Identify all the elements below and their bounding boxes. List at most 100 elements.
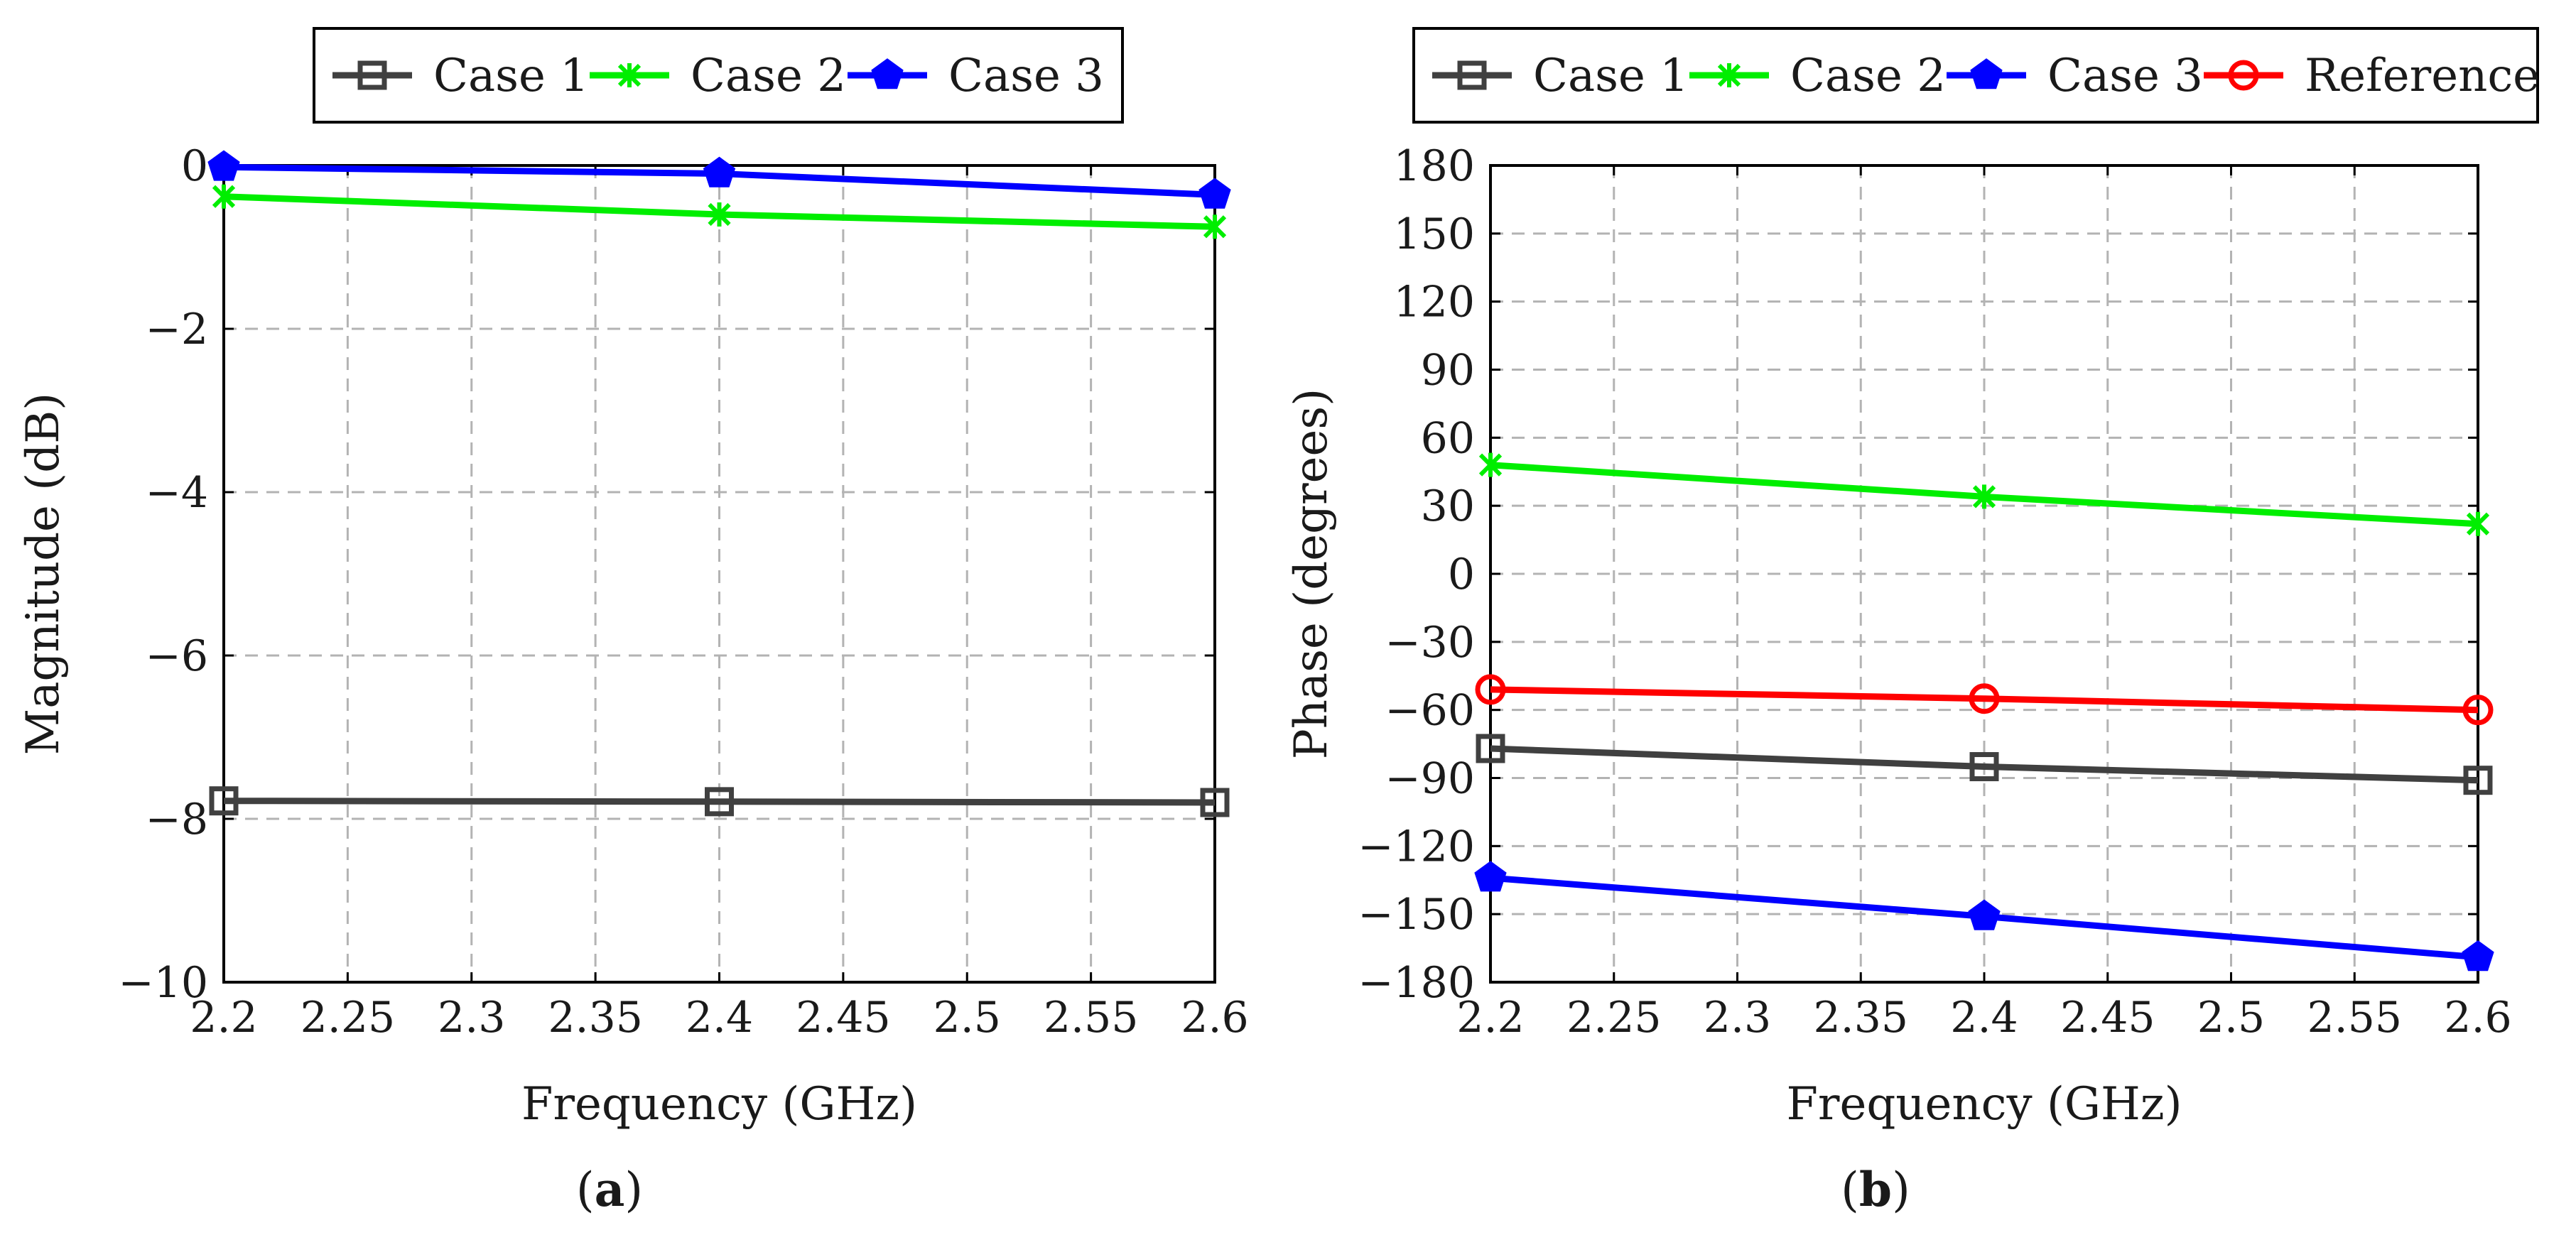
data-point-shape [207, 150, 240, 181]
data-point-shape [2462, 940, 2494, 972]
data-point [2466, 511, 2490, 536]
data-point [708, 202, 731, 227]
x-tick-label: 2.2 [190, 993, 257, 1043]
data-point [1474, 861, 1507, 892]
data-point-shape [1972, 484, 1996, 509]
data-point-shape [2462, 695, 2494, 726]
data-point [1203, 214, 1227, 239]
data-point [1475, 674, 1506, 705]
panel-caption: (b) [1841, 1162, 1910, 1217]
x-tick-label: 2.5 [933, 993, 1001, 1043]
data-point [705, 787, 734, 817]
series-reference [1475, 674, 2494, 726]
series-line [1490, 686, 2479, 714]
series-case-2 [1478, 452, 2490, 536]
axes: 2.2 2.25 2.3 2.35 2.4 2.45 2.5 2.55 2.6 −10 −8 −6 −4… [118, 141, 1248, 1043]
data-point-shape [1474, 861, 1507, 892]
data-point-shape [2466, 511, 2490, 536]
legend-item: Case 2 [590, 50, 846, 102]
legend-marker-shape [357, 60, 387, 90]
grid [1490, 165, 2478, 982]
data-point [1198, 178, 1231, 209]
x-tick-label: 2.6 [2444, 993, 2511, 1043]
legend-marker-shape [2228, 60, 2259, 91]
x-tick-label: 2.35 [1813, 993, 1908, 1043]
legend-label: Case 1 [1533, 50, 1689, 102]
y-tick-label: −10 [118, 958, 208, 1008]
chart-b: 2.2 2.25 2.3 2.35 2.4 2.45 2.5 2.55 2.6 −180 −150 −… [1285, 27, 2540, 1217]
data-point [1200, 788, 1230, 817]
data-point [703, 156, 736, 187]
caption-close: ) [1892, 1163, 1910, 1217]
x-axis-label: Frequency (GHz) [1786, 1078, 2182, 1131]
legend-label: Case 3 [2047, 50, 2203, 102]
data-point-shape [209, 786, 239, 816]
data-point-shape [1478, 452, 1503, 477]
legend-item: Case 1 [1432, 50, 1689, 102]
axes: 2.2 2.25 2.3 2.35 2.4 2.45 2.5 2.55 2.6 −180 −150 −… [1358, 141, 2512, 1043]
y-tick-label: 30 [1421, 482, 1475, 531]
data-point-shape [708, 202, 731, 227]
series-case-2 [212, 184, 1227, 239]
data-point-shape [705, 787, 734, 817]
y-axis-label: Phase (degrees) [1285, 388, 1338, 759]
data-point-shape [1969, 752, 1999, 782]
data-point-shape [1968, 899, 2001, 930]
data-point [1968, 899, 2001, 930]
x-tick-label: 2.25 [1566, 993, 1662, 1043]
x-tick-label: 2.45 [796, 993, 891, 1043]
x-axis-label: Frequency (GHz) [521, 1078, 917, 1131]
legend: Case 1 Case 2 Case 3 Reference [1412, 27, 2540, 124]
legend-label: Case 2 [1790, 50, 1946, 102]
x-tick-label: 2.55 [1044, 993, 1139, 1043]
x-tick-label: 2.55 [2307, 993, 2402, 1043]
y-axis-label: Magnitude (dB) [17, 393, 70, 755]
caption-open: ( [1841, 1163, 1859, 1217]
series-case-1 [1476, 734, 2493, 795]
legend-label: Case 3 [948, 50, 1104, 102]
y-tick-label: 0 [1448, 550, 1475, 599]
data-point-shape [1475, 674, 1506, 705]
legend-marker [1457, 60, 1487, 90]
data-point-shape [1476, 734, 1505, 763]
legend-item: Case 1 [332, 50, 589, 102]
legend-box [313, 27, 1124, 124]
legend-marker-shape [1457, 60, 1487, 90]
y-tick-label: 60 [1421, 413, 1475, 463]
caption-open: ( [576, 1163, 595, 1217]
data-point-shape [1198, 178, 1231, 209]
x-tick-label: 2.25 [301, 993, 396, 1043]
y-tick-label: 90 [1421, 346, 1475, 396]
data-point-shape [212, 184, 236, 209]
x-tick-label: 2.5 [2197, 993, 2265, 1043]
series-line [1490, 745, 2479, 784]
legend-marker [1717, 63, 1741, 87]
series-case-3 [1474, 861, 2494, 972]
legend-marker [617, 63, 642, 87]
legend-marker-shape [1970, 58, 2003, 89]
y-tick-label: −8 [146, 795, 208, 844]
x-tick-label: 2.45 [2060, 993, 2155, 1043]
y-tick-label: −2 [146, 305, 208, 354]
data-point-shape [2463, 766, 2493, 795]
series-line [223, 798, 1216, 806]
caption-letter: b [1859, 1162, 1892, 1217]
x-tick-label: 2.35 [548, 993, 643, 1043]
data-point-shape [1969, 683, 2000, 714]
x-tick-label: 2.3 [1704, 993, 1771, 1043]
x-tick-label: 2.3 [438, 993, 505, 1043]
legend-box [1412, 27, 2539, 124]
x-tick-label: 2.4 [1950, 993, 2018, 1043]
legend: Case 1 Case 2 Case 3 [313, 27, 1124, 124]
data-point [207, 150, 240, 181]
legend-marker [871, 58, 904, 89]
data-point [209, 786, 239, 816]
legend-item: Reference [2204, 50, 2540, 102]
grid [224, 165, 1215, 982]
y-tick-label: −90 [1385, 754, 1475, 804]
data-point [1972, 484, 1996, 509]
y-tick-label: −4 [146, 468, 208, 518]
x-tick-label: 2.2 [1456, 993, 1524, 1043]
series-case-3 [207, 150, 1231, 209]
